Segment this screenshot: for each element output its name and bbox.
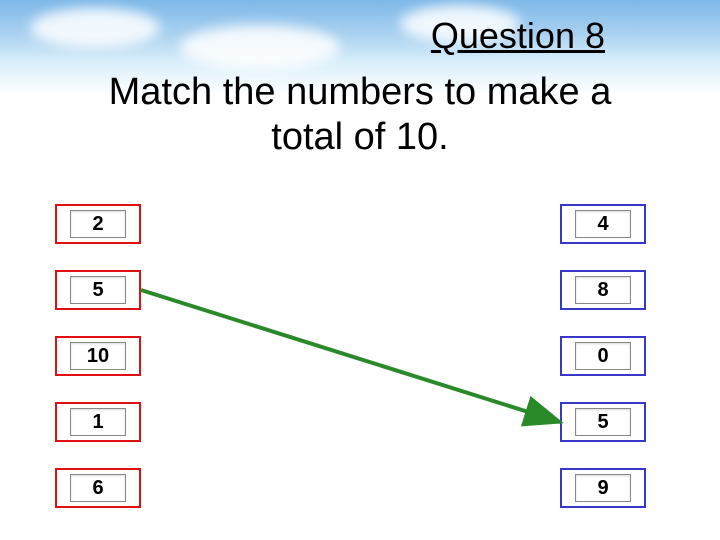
number-value: 10 [87, 345, 109, 368]
number-inner: 0 [575, 342, 631, 370]
number-inner: 9 [575, 474, 631, 502]
number-inner: 2 [70, 210, 126, 238]
number-inner: 5 [70, 276, 126, 304]
right-number-box-3[interactable]: 5 [560, 402, 646, 442]
number-value: 5 [597, 411, 608, 434]
number-value: 9 [597, 477, 608, 500]
number-value: 8 [597, 279, 608, 302]
number-inner: 6 [70, 474, 126, 502]
number-inner: 5 [575, 408, 631, 436]
number-value: 1 [92, 411, 103, 434]
number-inner: 10 [70, 342, 126, 370]
number-value: 4 [597, 213, 608, 236]
match-arrow-line [141, 290, 560, 422]
right-number-box-1[interactable]: 8 [560, 270, 646, 310]
cloud-decoration [180, 25, 340, 70]
number-value: 5 [92, 279, 103, 302]
number-value: 2 [92, 213, 103, 236]
left-number-box-3[interactable]: 1 [55, 402, 141, 442]
left-number-box-4[interactable]: 6 [55, 468, 141, 508]
right-number-box-4[interactable]: 9 [560, 468, 646, 508]
prompt-line2: total of 10. [271, 116, 448, 158]
number-inner: 4 [575, 210, 631, 238]
left-number-box-0[interactable]: 2 [55, 204, 141, 244]
number-inner: 8 [575, 276, 631, 304]
left-number-box-2[interactable]: 10 [55, 336, 141, 376]
prompt-line1: Match the numbers to make a [109, 71, 612, 113]
cloud-decoration [30, 8, 160, 48]
question-title: Question 8 [431, 15, 605, 57]
number-value: 6 [92, 477, 103, 500]
number-value: 0 [597, 345, 608, 368]
left-number-box-1[interactable]: 5 [55, 270, 141, 310]
matching-game-area: 2 5 10 1 6 4 8 0 5 9 [0, 190, 720, 540]
number-inner: 1 [70, 408, 126, 436]
right-number-box-2[interactable]: 0 [560, 336, 646, 376]
right-number-box-0[interactable]: 4 [560, 204, 646, 244]
prompt-text: Match the numbers to make a total of 10. [0, 70, 720, 160]
